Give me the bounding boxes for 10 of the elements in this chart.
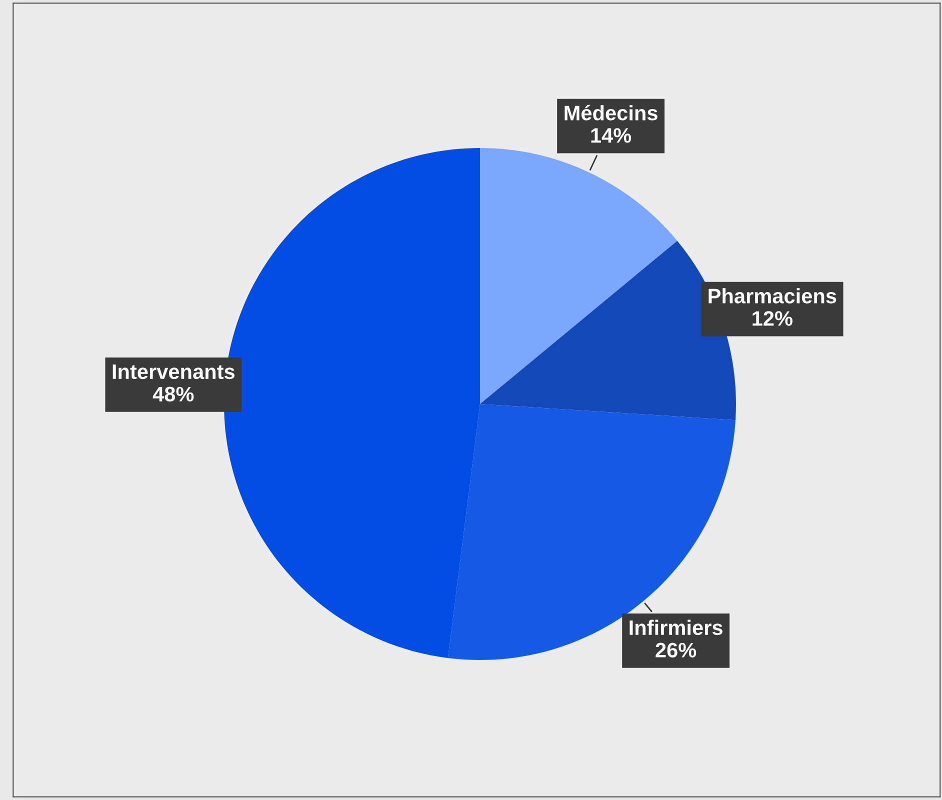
slice-label: Intervenants bbox=[112, 364, 234, 380]
slice-label: Infirmiers bbox=[630, 620, 722, 636]
data-label: 48% bbox=[152, 386, 194, 402]
slice-label: Pharmaciens bbox=[708, 288, 836, 304]
data-label: 12% bbox=[752, 311, 792, 326]
pie-slice bbox=[448, 404, 736, 660]
pie-slice bbox=[480, 148, 678, 404]
data-label: 14% bbox=[591, 128, 632, 143]
data-label: 26% bbox=[656, 642, 696, 658]
slice-label: Médecins bbox=[564, 104, 658, 120]
